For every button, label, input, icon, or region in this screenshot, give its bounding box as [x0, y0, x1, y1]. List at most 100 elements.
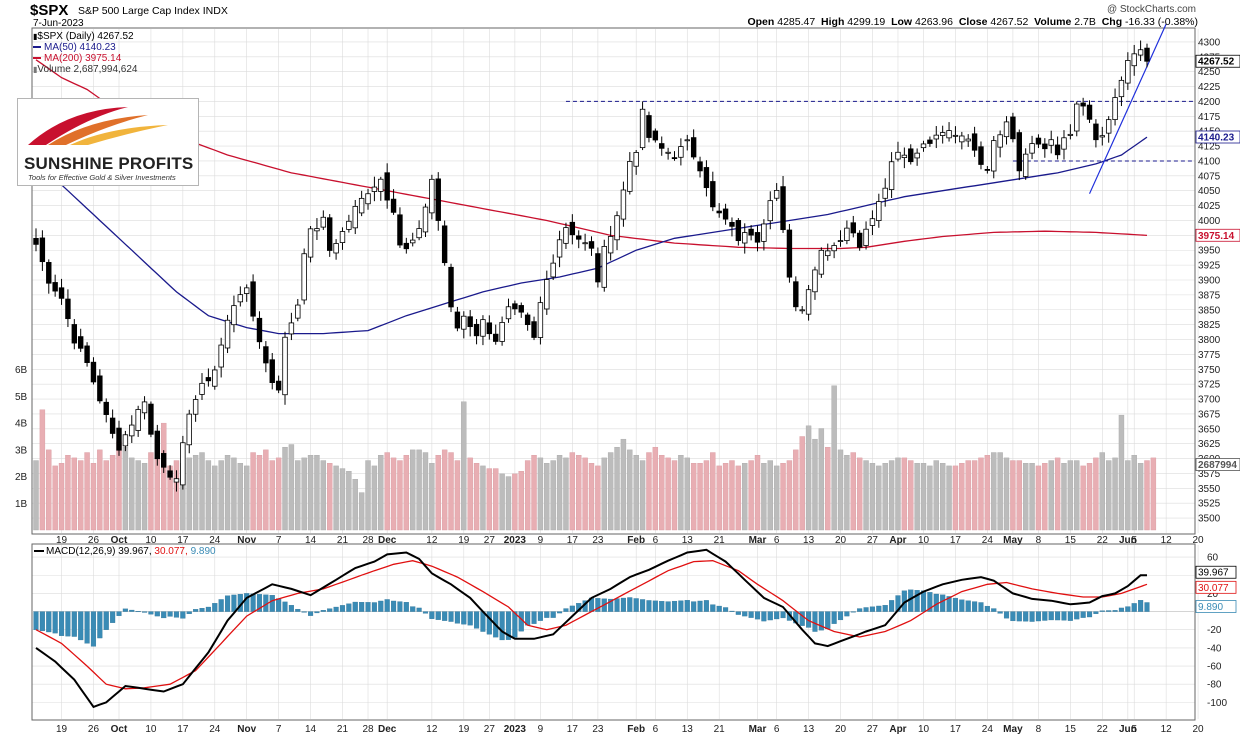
volume-bar	[480, 465, 486, 531]
date-tick-label: 13	[682, 535, 694, 546]
volume-bar	[818, 428, 825, 531]
date-tick-label: 23	[592, 535, 604, 546]
macd-hist-bar	[1106, 610, 1112, 612]
date-tick-label: 6	[653, 535, 659, 546]
candle-down	[441, 225, 448, 264]
price-tick-label: 4250	[1198, 67, 1221, 78]
candle-down	[703, 167, 710, 189]
candle-up	[946, 130, 952, 139]
volume-bar	[659, 455, 665, 531]
volume-bar	[837, 449, 844, 531]
candle-up	[295, 304, 301, 319]
volume-bar	[141, 463, 148, 531]
legend-volume-text: Volume 2,687,994,624	[37, 64, 138, 75]
volume-bar	[869, 463, 876, 531]
volume-axis: 1B 2B 3B 4B 5B 6B	[15, 365, 28, 510]
price-tick-label: 4200	[1198, 97, 1221, 108]
volume-bar	[620, 438, 627, 531]
candle-up	[678, 146, 684, 158]
volume-bar	[346, 471, 352, 531]
candle-up	[1061, 137, 1067, 150]
candle-up	[480, 319, 486, 337]
volume-bar	[537, 457, 544, 531]
volume-bar	[722, 463, 729, 531]
price-tick-label: 4025	[1198, 201, 1221, 212]
candle-down	[1010, 116, 1016, 140]
candle-up	[799, 309, 805, 312]
macd-hist-bar	[557, 611, 563, 614]
date-tick-label: 17	[177, 535, 189, 546]
symbol-title: $SPX	[30, 2, 69, 19]
volume-bar	[218, 460, 224, 531]
macd-date-tick-label: 17	[567, 724, 579, 735]
volume-bar	[1003, 457, 1010, 531]
macd-lines	[35, 548, 1148, 709]
macd-hist-bar	[33, 611, 39, 630]
macd-hist-bar	[767, 611, 773, 621]
volume-bar	[544, 463, 550, 531]
candle-up	[180, 442, 186, 486]
candle-down	[390, 198, 397, 213]
price-tick-label: 4175	[1198, 112, 1221, 123]
candle-up	[1022, 153, 1029, 177]
candle-up	[1118, 79, 1125, 98]
macd-tick-label: -100	[1207, 698, 1227, 709]
macd-hist-bar	[1010, 611, 1016, 622]
candle-down	[448, 266, 454, 308]
macd-hist-bar	[831, 611, 837, 624]
candle-up	[1112, 97, 1118, 120]
price-tick-label: 3525	[1198, 499, 1221, 510]
candle-up	[914, 152, 920, 159]
price-tick-label: 3825	[1198, 320, 1221, 331]
macd-hist-bar	[467, 611, 473, 626]
volume-bar	[607, 452, 614, 531]
macd-hist-bar	[1131, 603, 1137, 612]
macd-hist-bar	[850, 611, 856, 613]
volume-bar	[1086, 463, 1093, 531]
volume-bar	[742, 463, 748, 531]
legend-ma200-text: MA(200) 3975.14	[44, 53, 122, 64]
candle-down	[793, 281, 799, 308]
volume-bar	[601, 457, 607, 531]
trendline-path	[1088, 23, 1167, 194]
signal-last-label-box	[1195, 580, 1237, 594]
high-value: 4299.19	[847, 16, 886, 28]
macd-hist-bar	[723, 607, 729, 612]
candle-up	[1003, 121, 1010, 138]
macd-date-tick-label: 17	[177, 724, 189, 735]
candle-down	[46, 262, 52, 284]
volume-bar	[314, 455, 320, 531]
volume-bar	[288, 444, 295, 531]
volume-bar	[793, 449, 799, 531]
candle-down	[690, 137, 697, 158]
macd-hist-bar	[1138, 600, 1144, 612]
volume-bar	[939, 463, 946, 531]
candle-up	[742, 232, 748, 244]
volume-bar	[135, 460, 141, 531]
candle-up	[378, 178, 384, 192]
volume-bar	[186, 457, 192, 531]
macd-date-tick-label: 7	[276, 724, 282, 735]
candle-up	[601, 246, 607, 288]
volume-bar	[46, 449, 52, 531]
price-tick-label: 4000	[1198, 216, 1221, 227]
volume-bar	[678, 455, 684, 531]
logo-swoosh-icon	[28, 107, 168, 145]
macd-hist-bar	[614, 598, 620, 612]
candle-up	[997, 134, 1003, 148]
macd-tick-label: -40	[1207, 643, 1222, 654]
volume-bar	[1074, 460, 1080, 531]
volume-bar	[690, 463, 697, 531]
macd-hist-bar	[365, 602, 371, 612]
macd-hist-bar	[295, 608, 301, 612]
volume-bar	[148, 452, 154, 531]
macd-hist-bar	[1086, 611, 1093, 618]
signal-last-label: 30.077	[1198, 583, 1229, 594]
volume-bar	[556, 455, 563, 531]
price-tick-label: 4050	[1198, 186, 1221, 197]
macd-hist-bar	[154, 611, 160, 617]
volume-bar	[1061, 463, 1067, 531]
candle-down	[984, 169, 991, 171]
price-tick-label: 3775	[1198, 350, 1221, 361]
